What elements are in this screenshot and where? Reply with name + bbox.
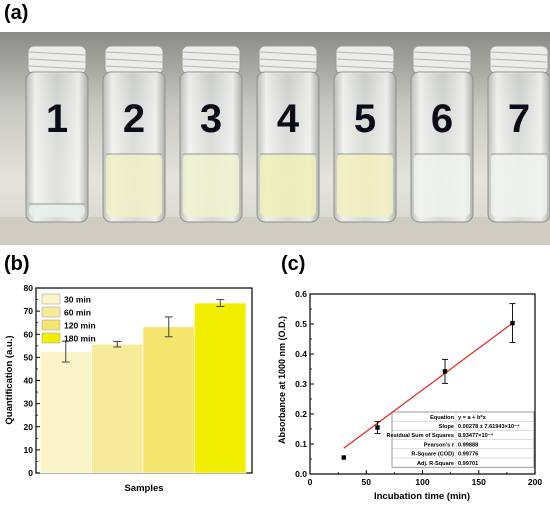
panel-label-b: (b) <box>4 253 30 275</box>
scatter-chart: 0 50 100 150 200 0.0 0.1 0.2 0.3 0.4 0.5 0.6 Equati… <box>277 289 542 502</box>
vial-number: 3 <box>200 97 222 141</box>
x-tick-label: 0 <box>308 477 313 487</box>
fit-table-label: Slope <box>439 424 454 430</box>
legend-swatch <box>41 319 61 331</box>
scatter-chart-xlabel: Incubation time (min) <box>374 491 470 502</box>
y-tick-label: 0.3 <box>295 379 307 389</box>
vial-number: 1 <box>46 97 68 141</box>
vial-number: 4 <box>277 97 300 141</box>
fit-table-label: Pearson's r <box>424 442 455 448</box>
y-tick-label: 0.4 <box>295 349 307 359</box>
x-tick-label: 200 <box>528 477 542 487</box>
data-point <box>375 425 380 430</box>
legend-label: 60 min <box>64 308 91 318</box>
bar <box>142 326 195 474</box>
data-point <box>341 455 346 460</box>
y-tick-label: 0.0 <box>295 469 307 479</box>
legend-swatch <box>41 306 61 318</box>
y-tick-label: 0.2 <box>295 409 307 419</box>
bar <box>91 343 144 474</box>
vial-number: 5 <box>354 97 376 141</box>
y-tick-label: 80 <box>24 283 34 293</box>
fit-table-value: 0.99776 <box>458 452 478 458</box>
vial: 2 <box>102 45 166 223</box>
x-tick-label: 150 <box>472 477 486 487</box>
vial: 5 <box>333 45 397 223</box>
legend-swatch <box>41 293 61 305</box>
panel-label-a: (a) <box>4 2 29 24</box>
bar-chart-xlabel: Samples <box>124 483 163 494</box>
legend-label: 180 min <box>64 334 96 344</box>
fit-table-value: y = a + b*x <box>458 415 487 421</box>
bar-chart-ylabel: Quantification (a.u.) <box>4 335 15 424</box>
bar-chart: 0 10 20 30 40 50 60 70 80 30 min 60 min 120 min 180… <box>4 283 253 494</box>
fit-table-label: Adj. R-Square <box>417 461 454 467</box>
y-tick-label: 70 <box>24 306 34 316</box>
vial: 3 <box>179 45 243 223</box>
vial-number: 6 <box>431 97 453 141</box>
legend-label: 120 min <box>64 321 96 331</box>
bar <box>194 302 247 474</box>
vial: 6 <box>410 45 474 223</box>
data-point <box>510 320 515 326</box>
y-tick-label: 10 <box>24 445 34 455</box>
vial: 4 <box>256 45 320 223</box>
fit-table-label: Equation <box>430 415 455 421</box>
fit-table-value: 0.00278 ± 7.61943×10⁻⁴ <box>458 424 520 430</box>
vial: 1 <box>25 45 89 223</box>
y-tick-label: 30 <box>24 399 34 409</box>
x-tick-label: 50 <box>362 477 372 487</box>
x-tick-label: 100 <box>415 477 429 487</box>
y-tick-label: 20 <box>24 422 34 432</box>
legend-swatch <box>41 332 61 344</box>
y-tick-label: 60 <box>24 329 34 339</box>
fit-table-value: 0.99701 <box>458 461 478 467</box>
fit-table-value: 0.99888 <box>458 442 478 448</box>
y-tick-label: 0.1 <box>295 439 307 449</box>
y-tick-label: 50 <box>24 352 34 362</box>
data-point <box>442 369 448 374</box>
vial-number: 7 <box>508 97 530 141</box>
scatter-chart-ylabel: Absorbance at 1000 nm (O.D.) <box>277 316 287 444</box>
vial: 7 <box>487 45 550 223</box>
y-tick-label: 0 <box>28 468 33 478</box>
fit-line <box>343 322 513 449</box>
legend-label: 30 min <box>64 295 91 305</box>
y-tick-label: 40 <box>24 376 34 386</box>
y-tick-label: 0.6 <box>295 289 307 299</box>
fit-table-label: Residual Sum of Squares <box>387 433 454 439</box>
fit-table-value: 8.93477×10⁻⁴ <box>458 433 494 439</box>
vial-number: 2 <box>123 97 145 141</box>
panel-label-c: (c) <box>281 253 306 275</box>
vials-photo: 1 2 3 4 5 6 7 <box>0 32 550 245</box>
bar <box>39 351 92 474</box>
fit-table-label: R-Square (COD) <box>411 452 454 458</box>
y-tick-label: 0.5 <box>295 319 307 329</box>
